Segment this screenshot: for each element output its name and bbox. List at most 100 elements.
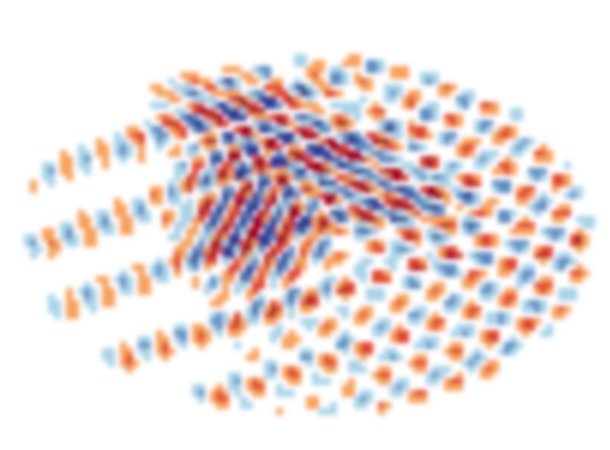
- field-cell: [300, 252, 307, 259]
- field-cell: [330, 144, 337, 151]
- field-cell: [30, 186, 37, 193]
- field-cell: [162, 342, 169, 349]
- field-cell: [342, 174, 349, 181]
- field-cell: [174, 228, 181, 235]
- field-cell: [468, 90, 475, 97]
- field-cell: [540, 258, 547, 265]
- field-cell: [282, 216, 289, 223]
- field-cell: [336, 186, 343, 193]
- field-cell: [306, 114, 313, 121]
- field-cell: [348, 156, 355, 163]
- field-cell: [162, 114, 169, 121]
- field-cell: [330, 216, 337, 223]
- field-cell: [102, 156, 109, 163]
- field-cell: [270, 270, 277, 277]
- field-cell: [78, 156, 85, 163]
- field-cell: [300, 204, 307, 211]
- field-cell: [282, 300, 289, 307]
- field-cell: [264, 138, 271, 145]
- field-cell: [378, 192, 385, 199]
- field-cell: [114, 132, 121, 139]
- field-cell: [426, 228, 433, 235]
- field-cell: [234, 312, 241, 319]
- field-cell: [450, 354, 457, 361]
- field-cell: [318, 162, 325, 169]
- field-cell: [114, 144, 121, 151]
- field-cell: [258, 72, 265, 79]
- field-cell: [444, 120, 451, 127]
- field-cell: [234, 150, 241, 157]
- field-cell: [228, 216, 235, 223]
- field-cell: [258, 240, 265, 247]
- field-cell: [330, 324, 337, 331]
- field-cell: [360, 84, 367, 91]
- field-cell: [276, 270, 283, 277]
- field-cell: [516, 228, 523, 235]
- field-cell: [570, 192, 577, 199]
- field-cell: [264, 150, 271, 157]
- field-cell: [126, 222, 133, 229]
- field-cell: [540, 204, 547, 211]
- field-cell: [282, 120, 289, 127]
- field-cell: [300, 264, 307, 271]
- field-cell: [264, 228, 271, 235]
- field-cell: [372, 174, 379, 181]
- field-cell: [330, 138, 337, 145]
- field-cell: [450, 294, 457, 301]
- field-cell: [420, 336, 427, 343]
- field-cell: [558, 174, 565, 181]
- field-cell: [312, 90, 319, 97]
- field-cell: [294, 138, 301, 145]
- field-cell: [420, 306, 427, 313]
- field-cell: [390, 252, 397, 259]
- field-cell: [480, 162, 487, 169]
- field-cell: [540, 228, 547, 235]
- field-cell: [456, 348, 463, 355]
- field-cell: [246, 210, 253, 217]
- field-cell: [132, 138, 139, 145]
- field-cell: [456, 294, 463, 301]
- field-cell: [288, 162, 295, 169]
- field-cell: [246, 72, 253, 79]
- field-cell: [102, 144, 109, 151]
- field-cell: [336, 336, 343, 343]
- field-cell: [210, 252, 217, 259]
- field-cell: [468, 276, 475, 283]
- field-cell: [48, 234, 55, 241]
- field-cell: [282, 198, 289, 205]
- field-cell: [120, 138, 127, 145]
- field-cell: [324, 264, 331, 271]
- field-cell: [480, 372, 487, 379]
- field-cell: [426, 156, 433, 163]
- field-cell: [270, 366, 277, 373]
- field-cell: [288, 276, 295, 283]
- field-cell: [510, 108, 517, 115]
- field-cell: [330, 252, 337, 259]
- field-cell: [204, 114, 211, 121]
- field-cell: [396, 216, 403, 223]
- field-cell: [264, 168, 271, 175]
- field-cell: [150, 192, 157, 199]
- field-cell: [438, 366, 445, 373]
- field-cell: [420, 78, 427, 85]
- field-cell: [360, 354, 367, 361]
- field-cell: [378, 216, 385, 223]
- field-cell: [192, 78, 199, 85]
- field-cell: [384, 372, 391, 379]
- field-cell: [516, 246, 523, 253]
- field-cell: [510, 168, 517, 175]
- field-cell: [324, 216, 331, 223]
- field-cell: [420, 186, 427, 193]
- field-cell: [492, 336, 499, 343]
- field-cell: [312, 120, 319, 127]
- field-cell: [450, 342, 457, 349]
- field-cell: [342, 342, 349, 349]
- field-cell: [168, 114, 175, 121]
- field-cell: [270, 192, 277, 199]
- field-cell: [162, 90, 169, 97]
- field-cell: [402, 234, 409, 241]
- field-cell: [432, 174, 439, 181]
- field-cell: [246, 186, 253, 193]
- field-cell: [336, 120, 343, 127]
- field-cell: [24, 234, 31, 241]
